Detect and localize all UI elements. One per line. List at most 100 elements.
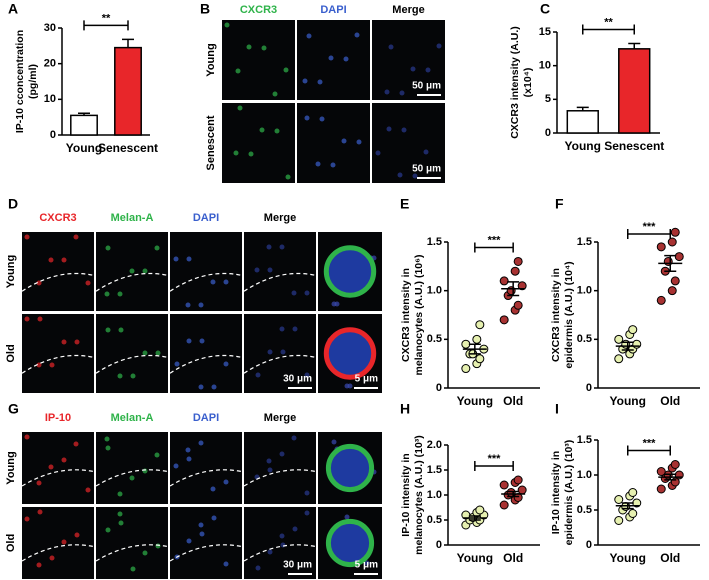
bar — [114, 46, 142, 136]
cell — [341, 138, 347, 144]
column-header: Melan-A — [111, 212, 154, 224]
cell — [186, 338, 192, 344]
cell — [105, 527, 111, 533]
y-axis-label: (x10⁴) — [522, 68, 534, 98]
sem-bar — [664, 473, 677, 481]
panel-letter: D — [8, 196, 18, 212]
cell — [155, 350, 161, 356]
row-label: Old — [5, 344, 17, 362]
cell — [304, 372, 310, 378]
cell — [410, 66, 416, 72]
cell — [142, 350, 148, 356]
y-tick-label: 0.5 — [427, 333, 442, 345]
y-tick-label: 1.0 — [577, 469, 592, 481]
bar — [618, 48, 651, 134]
y-tick-label: 0 — [586, 382, 592, 394]
panel-letter: E — [400, 196, 409, 212]
x-tick-label: Old — [660, 394, 680, 408]
cell — [73, 234, 79, 240]
cell — [74, 532, 80, 538]
data-point — [621, 339, 631, 349]
cell — [266, 458, 272, 464]
data-point — [628, 488, 638, 497]
significance-label: *** — [488, 234, 502, 246]
cell — [36, 480, 42, 486]
cell — [279, 533, 285, 539]
cell — [73, 441, 79, 447]
error-bar — [576, 106, 589, 111]
y-tick-label: 0 — [586, 539, 592, 551]
data-point — [614, 495, 624, 504]
data-point — [663, 256, 673, 266]
dermal-border — [95, 544, 169, 562]
x-tick-label: Senescent — [98, 141, 158, 155]
data-point — [670, 276, 680, 286]
micrograph — [244, 232, 316, 311]
cell — [223, 479, 229, 485]
error-bar — [628, 42, 641, 49]
data-point — [475, 505, 485, 515]
sem-bar — [468, 343, 481, 355]
cell — [48, 464, 54, 470]
cell — [302, 78, 308, 84]
cell — [223, 279, 229, 285]
cell — [105, 327, 111, 333]
cell — [412, 173, 418, 179]
data-point — [656, 467, 666, 476]
cell — [279, 451, 285, 457]
significance-bracket — [83, 20, 129, 31]
row-label: Young — [205, 43, 217, 76]
data-point — [510, 266, 520, 276]
column-header: DAPI — [320, 4, 346, 16]
y-tick-label: 1.0 — [427, 489, 442, 501]
significance-label: *** — [643, 221, 657, 233]
y-tick-label: 30 — [44, 22, 56, 34]
data-point — [475, 320, 485, 330]
dermal-border — [21, 272, 95, 292]
dermal-border — [243, 272, 317, 292]
column-header: Merge — [264, 212, 296, 224]
panel-letter: H — [400, 401, 410, 417]
cell — [154, 245, 160, 251]
cell — [280, 349, 286, 355]
data-point — [461, 364, 471, 374]
y-axis-label: CXCR3 intensity in — [550, 268, 562, 362]
cell — [347, 383, 353, 389]
cell — [173, 463, 179, 469]
cell-closeup — [325, 518, 375, 568]
cell — [24, 234, 30, 240]
cell — [224, 22, 230, 28]
sem-bar — [507, 490, 520, 498]
cell — [210, 486, 216, 492]
dermal-border — [95, 272, 169, 292]
x-tick-label: Young — [66, 141, 102, 155]
cell — [199, 531, 205, 537]
cell — [24, 316, 30, 322]
cell — [117, 291, 123, 297]
cell — [61, 457, 67, 463]
data-point — [674, 252, 684, 262]
cell — [74, 339, 80, 345]
bar — [70, 114, 98, 136]
y-tick-label: 0 — [545, 127, 551, 139]
y-tick-label: 2.0 — [427, 439, 442, 451]
panel-letter: A — [8, 1, 18, 17]
cell — [223, 361, 229, 367]
x-tick-label: Old — [660, 551, 680, 565]
cell — [246, 44, 252, 50]
cell — [259, 127, 265, 133]
cell — [117, 511, 123, 517]
micrograph — [22, 314, 94, 393]
micrograph — [372, 103, 445, 183]
cell — [37, 509, 43, 515]
y-tick-label: 1.0 — [577, 285, 592, 297]
cell — [185, 447, 191, 453]
significance-bracket — [582, 24, 635, 35]
cell — [36, 562, 42, 568]
sem-bar — [664, 254, 677, 272]
data-point — [614, 516, 624, 525]
significance-bracket — [627, 445, 671, 456]
y-tick-label: 1.5 — [577, 434, 592, 446]
cell — [375, 150, 381, 156]
dermal-border — [169, 544, 243, 562]
